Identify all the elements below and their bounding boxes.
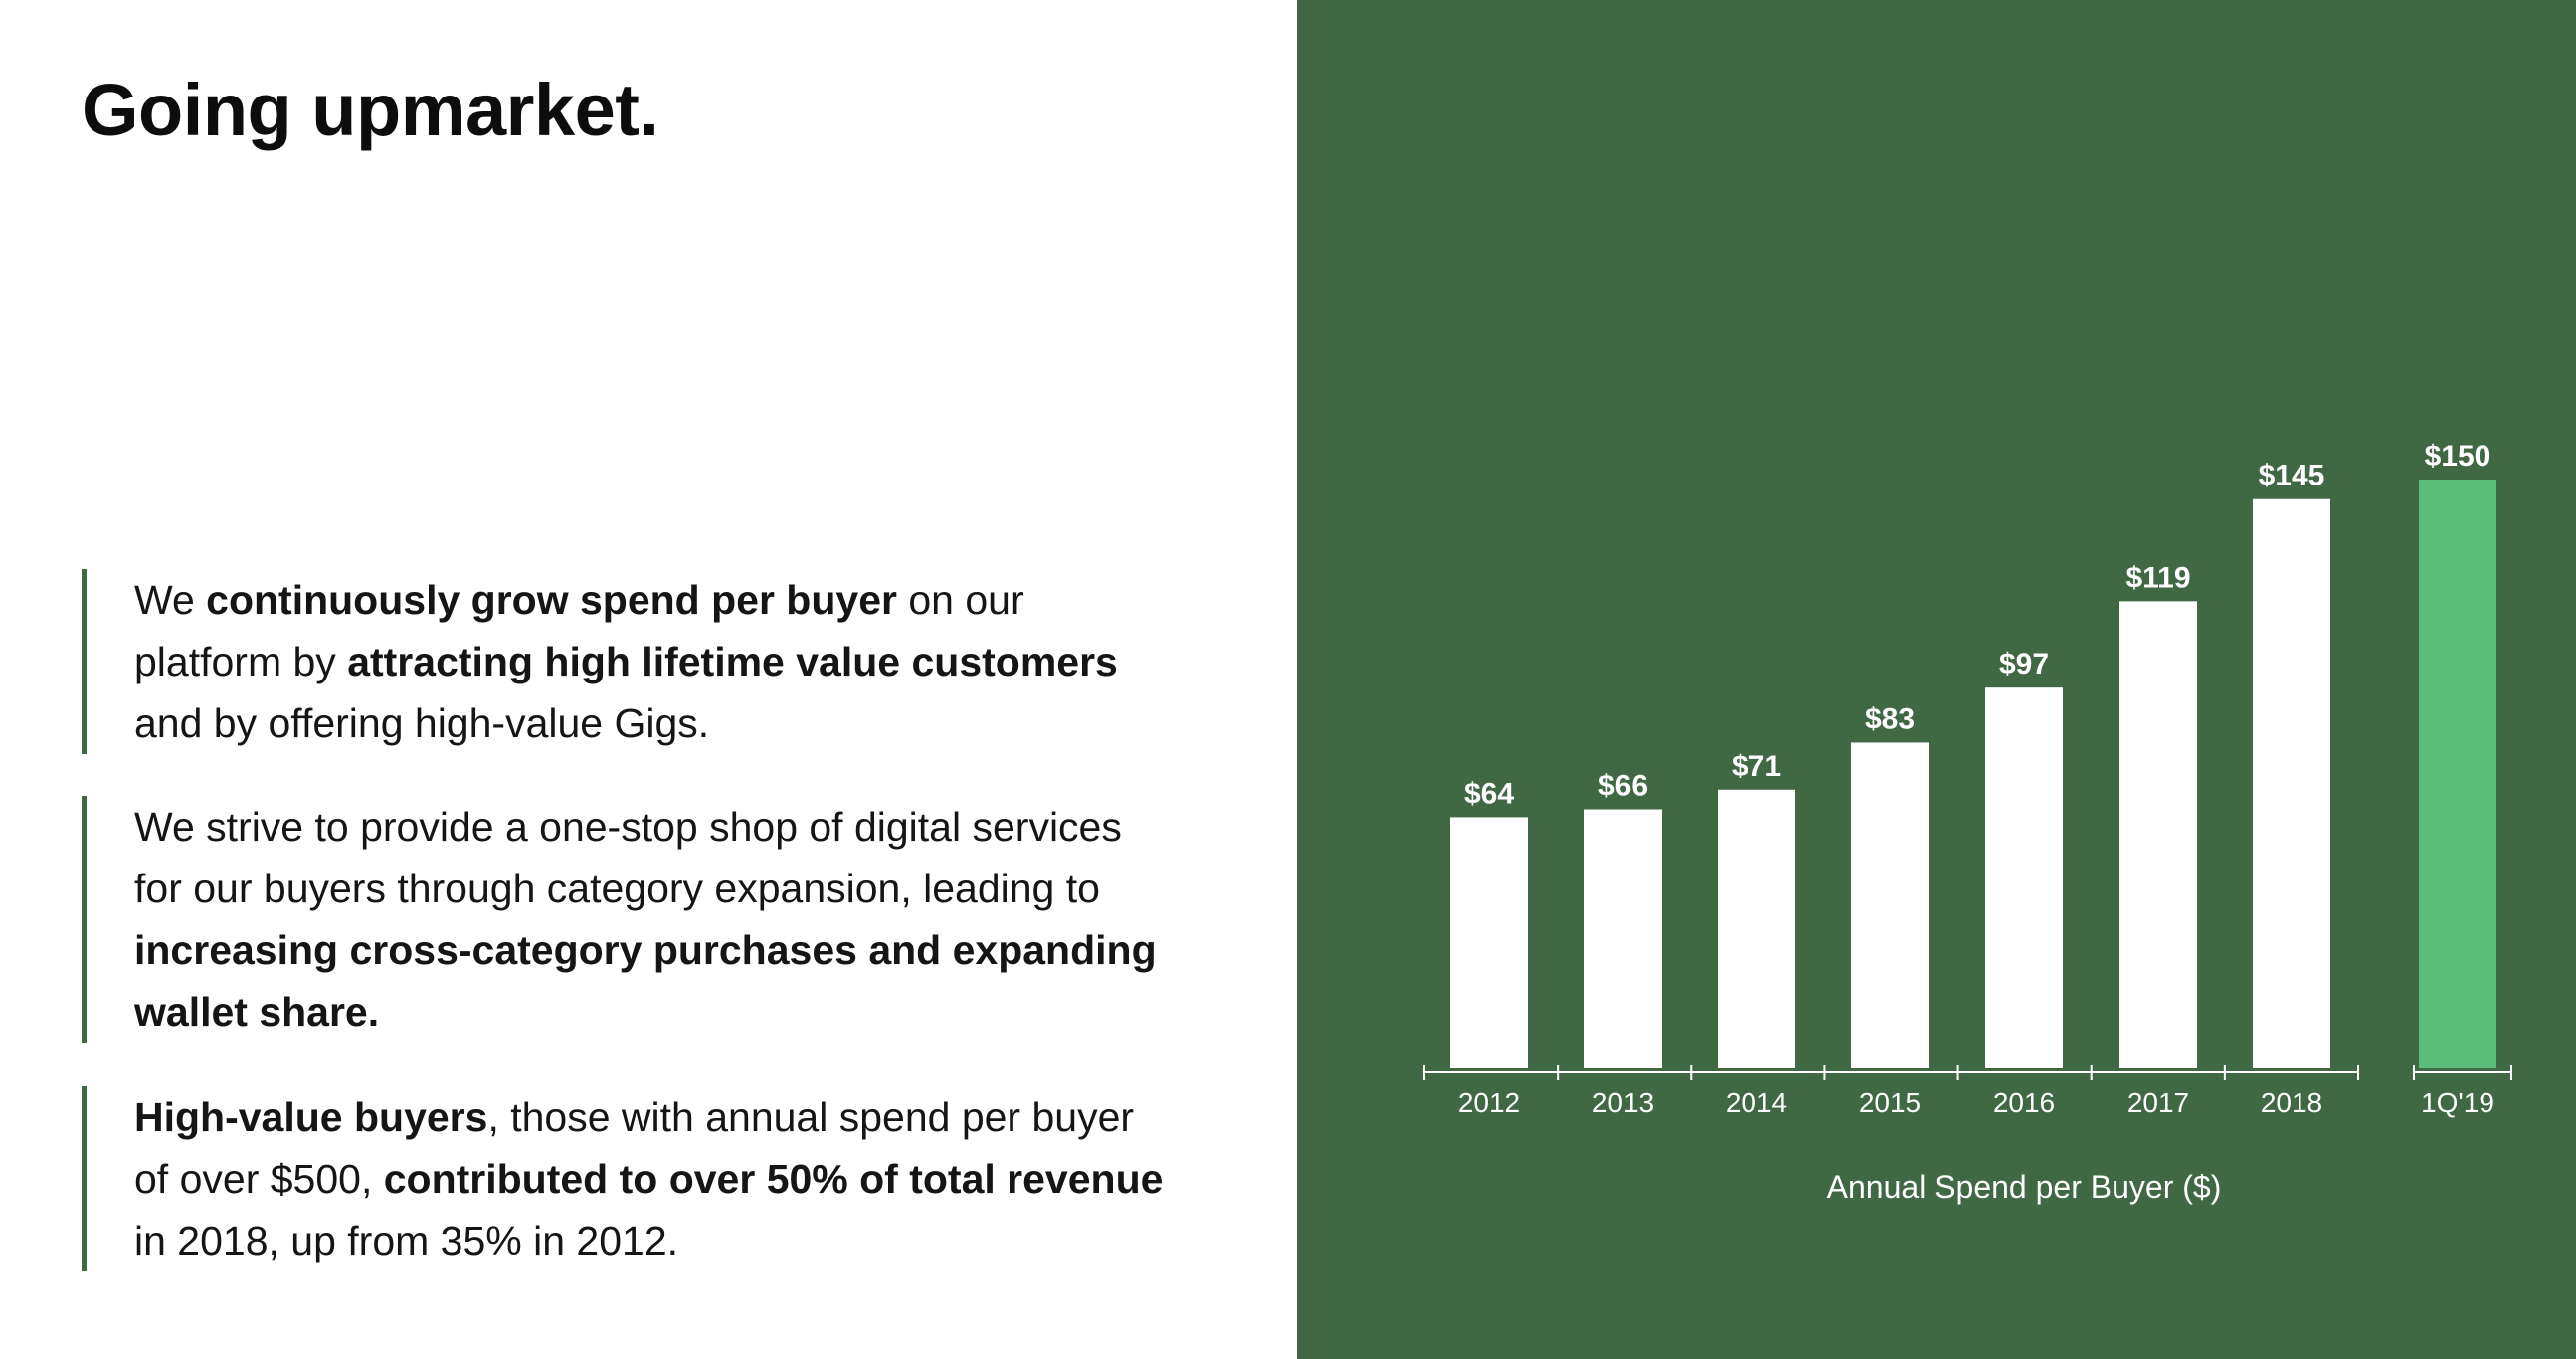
callout-spend-per-buyer: We continuously grow spend per buyer on … <box>82 569 1179 754</box>
callout-text: and by offering high-value Gigs. <box>134 700 710 746</box>
value-label-1Q'19: $150 <box>2425 440 2491 473</box>
callout-emphasis: attracting high lifetime value customers <box>347 639 1118 684</box>
callout-emphasis: continuously grow spend per buyer <box>206 577 897 623</box>
bar-2013 <box>1584 809 1662 1068</box>
bar-2015 <box>1851 742 1929 1068</box>
value-label-2017: $119 <box>2125 561 2190 594</box>
value-label-2018: $145 <box>2259 460 2325 492</box>
callout-category-expansion: We strive to provide a one-stop shop of … <box>82 796 1179 1043</box>
bar-2012 <box>1450 817 1528 1068</box>
tick-label-2012: 2012 <box>1458 1087 1520 1118</box>
callout-text: We strive to provide a one-stop shop of … <box>134 804 1122 911</box>
value-label-2015: $83 <box>1865 702 1915 735</box>
tick-label-1Q'19: 1Q'19 <box>2421 1087 2494 1118</box>
value-label-group: $64 $66 $71 $83 $97 $119 $145 $150 <box>1464 440 2490 810</box>
value-label-2014: $71 <box>1732 750 1781 783</box>
tick-label-2015: 2015 <box>1859 1087 1921 1118</box>
callout-emphasis: contributed to over 50% of total revenue <box>383 1156 1164 1202</box>
callout-emphasis: High-value buyers <box>134 1094 488 1140</box>
callout-text: on our platform by <box>134 577 1024 684</box>
callout-emphasis: increasing cross-category purchases and … <box>134 927 1157 1035</box>
bar-2017 <box>2119 601 2197 1068</box>
page-title: Going upmarket. <box>82 69 659 151</box>
tick-label-2014: 2014 <box>1726 1087 1787 1118</box>
value-label-2012: $64 <box>1464 777 1514 810</box>
bar-2014 <box>1718 789 1795 1068</box>
callout-text: We <box>134 577 207 623</box>
value-label-2016: $97 <box>1999 648 2049 680</box>
tick-label-2017: 2017 <box>2127 1087 2189 1118</box>
bar-group <box>1450 480 2496 1068</box>
x-axis-title: Annual Spend per Buyer ($) <box>1827 1169 2222 1205</box>
tick-label-2013: 2013 <box>1592 1087 1654 1118</box>
bar-2018 <box>2253 498 2330 1068</box>
callout-text: in 2018, up from 35% in 2012. <box>134 1218 679 1263</box>
x-axis <box>1423 1065 2512 1080</box>
value-label-2013: $66 <box>1598 770 1648 803</box>
callout-high-value-buyers: High-value buyers, those with annual spe… <box>82 1086 1179 1271</box>
tick-label-2018: 2018 <box>2261 1087 2322 1118</box>
tick-label-2016: 2016 <box>1993 1087 2055 1118</box>
bar-1Q'19 <box>2419 480 2496 1068</box>
bar-2016 <box>1985 687 2063 1068</box>
callout-text: , those with annual spend per buyer of o… <box>134 1094 1135 1202</box>
text-panel: Going upmarket. We continuously grow spe… <box>82 69 1179 1271</box>
tick-label-group: 2012 2013 2014 2015 2016 2017 2018 1Q'19 <box>1458 1087 2494 1118</box>
spend-per-buyer-bar-chart: $64 $66 $71 $83 $97 $119 $145 $150 2012 2013 2014… <box>1423 440 2512 1205</box>
chart-panel: $64 $66 $71 $83 $97 $119 $145 $150 2012 2013 2014… <box>1297 0 2576 1359</box>
